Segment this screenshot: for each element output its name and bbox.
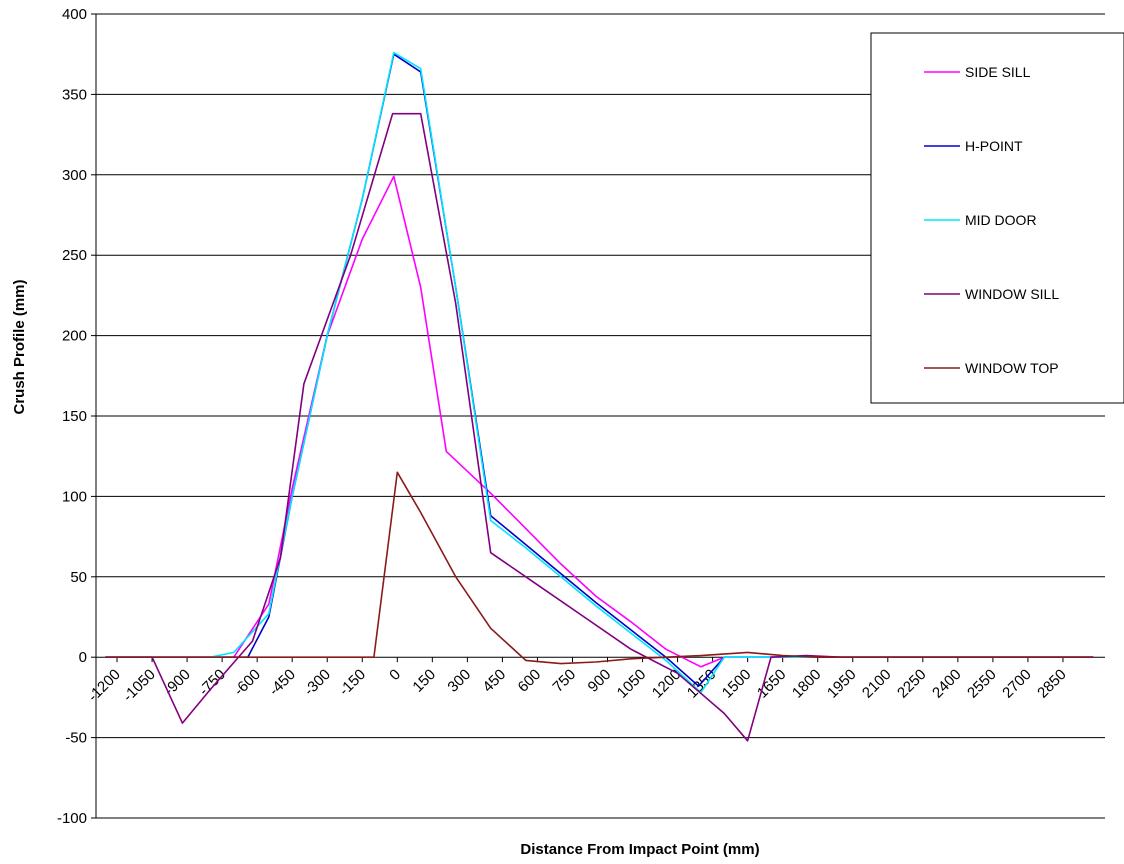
x-tick-labels: -1200-1050 -900 -750 -600 -450 -300 -150 0 150 30… (85, 666, 1070, 705)
y-tick-label: 0 (79, 649, 87, 666)
x-tick-label: 1950 (824, 666, 860, 702)
x-tick-label: -150 (336, 666, 369, 699)
legend-box (870, 32, 1124, 404)
y-tick-labels: -100 -50 0 50 100 150 200 250 300 350 400 (57, 6, 87, 827)
legend-label: MID DOOR (965, 212, 1037, 228)
y-tick-label: 250 (62, 247, 87, 264)
legend: SIDE SILL H-POINT MID DOOR WINDOW SILL WINDO… (870, 32, 1124, 404)
y-tick-label: 350 (62, 86, 87, 103)
y-tick-label: -100 (57, 810, 87, 827)
legend-label: SIDE SILL (965, 64, 1031, 80)
x-tick-label: -750 (196, 666, 229, 699)
legend-label: WINDOW TOP (965, 360, 1059, 376)
y-tick-label: 200 (62, 328, 87, 345)
y-tick-label: 100 (62, 488, 87, 505)
y-tick-label: 300 (62, 167, 87, 184)
x-tick-label: 2100 (859, 666, 895, 702)
x-tick-label: -1200 (85, 666, 124, 705)
x-tick-label: -1050 (120, 666, 159, 705)
x-tick-label: 1050 (614, 666, 650, 702)
y-tick-label: 150 (62, 408, 87, 425)
x-tick-label: 1200 (649, 666, 685, 702)
x-tick-label: -300 (301, 666, 334, 699)
x-tick-label: -600 (231, 666, 264, 699)
x-tick-label: 2700 (999, 666, 1035, 702)
x-tick-label: 2850 (1034, 666, 1070, 702)
series-lines (105, 51, 1094, 742)
series-line-window-top (105, 471, 1094, 665)
x-tick-label: 0 (386, 666, 404, 684)
x-tick-label: 300 (444, 666, 474, 696)
legend-label: WINDOW SILL (965, 286, 1059, 302)
x-tick-label: 2550 (964, 666, 1000, 702)
legend-items: SIDE SILL H-POINT MID DOOR WINDOW SILL WINDO… (924, 64, 1059, 376)
y-axis-title: Crush Profile (mm) (11, 279, 28, 414)
x-tick-label: 450 (480, 666, 510, 696)
y-tick-label: 50 (70, 569, 87, 586)
x-tick-label: 150 (409, 666, 439, 696)
x-tick-label: -450 (266, 666, 299, 699)
x-tick-label: 1500 (719, 666, 755, 702)
x-tick-label: 750 (550, 666, 580, 696)
legend-label: H-POINT (965, 138, 1023, 154)
x-tick-label: 600 (515, 666, 545, 696)
x-tick-label: 900 (585, 666, 615, 696)
x-tick-label: 2250 (894, 666, 930, 702)
gridlines (96, 13, 1105, 819)
y-tick-label: 400 (62, 6, 87, 23)
x-axis-title: Distance From Impact Point (mm) (520, 841, 759, 858)
x-tick-label: -900 (161, 666, 194, 699)
y-tick-label: -50 (65, 730, 87, 747)
x-tick-label: 2400 (929, 666, 965, 702)
x-tick-label: 1800 (789, 666, 825, 702)
